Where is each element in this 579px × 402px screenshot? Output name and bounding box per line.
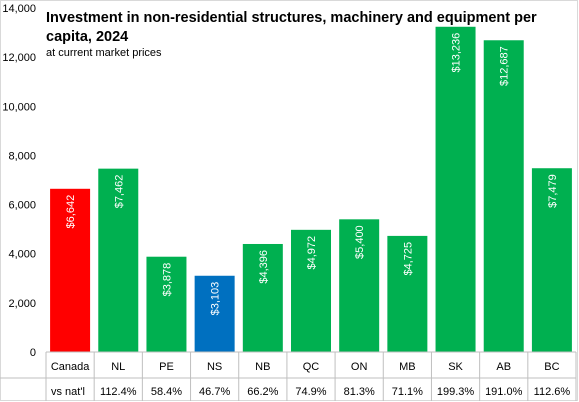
x-tick-label: MB xyxy=(399,361,416,373)
bar-pe xyxy=(146,256,187,352)
x-tick-label: BC xyxy=(544,361,559,373)
y-tick-label: 0 xyxy=(30,347,36,359)
x-tick-label: QC xyxy=(303,361,320,373)
y-tick-label: 8,000 xyxy=(8,150,36,162)
x-tick-label: Canada xyxy=(51,361,90,373)
data-label: $4,725 xyxy=(402,242,414,276)
bar-bc xyxy=(531,168,572,352)
secondary-row-value: 112.4% xyxy=(100,386,137,398)
secondary-row-value: 112.6% xyxy=(534,386,571,398)
chart-subtitle: at current market prices xyxy=(46,47,162,59)
data-label: $4,972 xyxy=(306,236,318,270)
secondary-row-value: 71.1% xyxy=(392,386,423,398)
data-label: $7,479 xyxy=(547,174,559,208)
y-tick-label: 4,000 xyxy=(8,249,36,261)
data-label: $4,396 xyxy=(258,250,270,284)
data-label: $3,878 xyxy=(161,263,173,297)
x-tick-label: NL xyxy=(111,361,125,373)
y-tick-label: 14,000 xyxy=(2,3,36,15)
secondary-row-value: 81.3% xyxy=(344,386,375,398)
data-label: $12,687 xyxy=(499,46,511,86)
bar-mb xyxy=(387,235,428,352)
secondary-row-value: 191.0% xyxy=(485,386,523,398)
secondary-row-value: 66.2% xyxy=(247,386,278,398)
bar-on xyxy=(339,219,380,352)
y-tick-label: 12,000 xyxy=(2,52,36,64)
bar-qc xyxy=(291,229,331,352)
secondary-row-label: vs nat'l xyxy=(51,386,85,398)
secondary-row-value: 46.7% xyxy=(199,386,230,398)
x-tick-label: NS xyxy=(207,361,222,373)
x-tick-label: PE xyxy=(159,361,174,373)
bar-nl xyxy=(98,168,139,352)
x-tick-label: SK xyxy=(448,361,463,373)
x-tick-label: ON xyxy=(351,361,368,373)
data-label: $7,462 xyxy=(113,175,125,209)
x-tick-label: NB xyxy=(255,361,270,373)
bar-sk xyxy=(435,26,476,352)
y-tick-label: 10,000 xyxy=(2,101,36,113)
data-label: $13,236 xyxy=(451,33,463,73)
data-label: $5,400 xyxy=(354,225,366,259)
bar-canada xyxy=(50,188,91,352)
data-label: $3,103 xyxy=(210,282,222,316)
chart-title: Investment in non-residential structures… xyxy=(46,10,537,45)
bar-nb xyxy=(242,243,283,352)
bar-ns xyxy=(194,275,235,352)
data-label: $6,642 xyxy=(65,195,77,229)
secondary-row-value: 58.4% xyxy=(151,386,182,398)
secondary-row-value: 74.9% xyxy=(295,386,326,398)
secondary-row-value: 199.3% xyxy=(437,386,475,398)
y-tick-label: 2,000 xyxy=(8,298,36,310)
y-tick-label: 6,000 xyxy=(8,200,36,212)
bar-ab xyxy=(483,40,524,352)
x-tick-label: AB xyxy=(496,361,511,373)
